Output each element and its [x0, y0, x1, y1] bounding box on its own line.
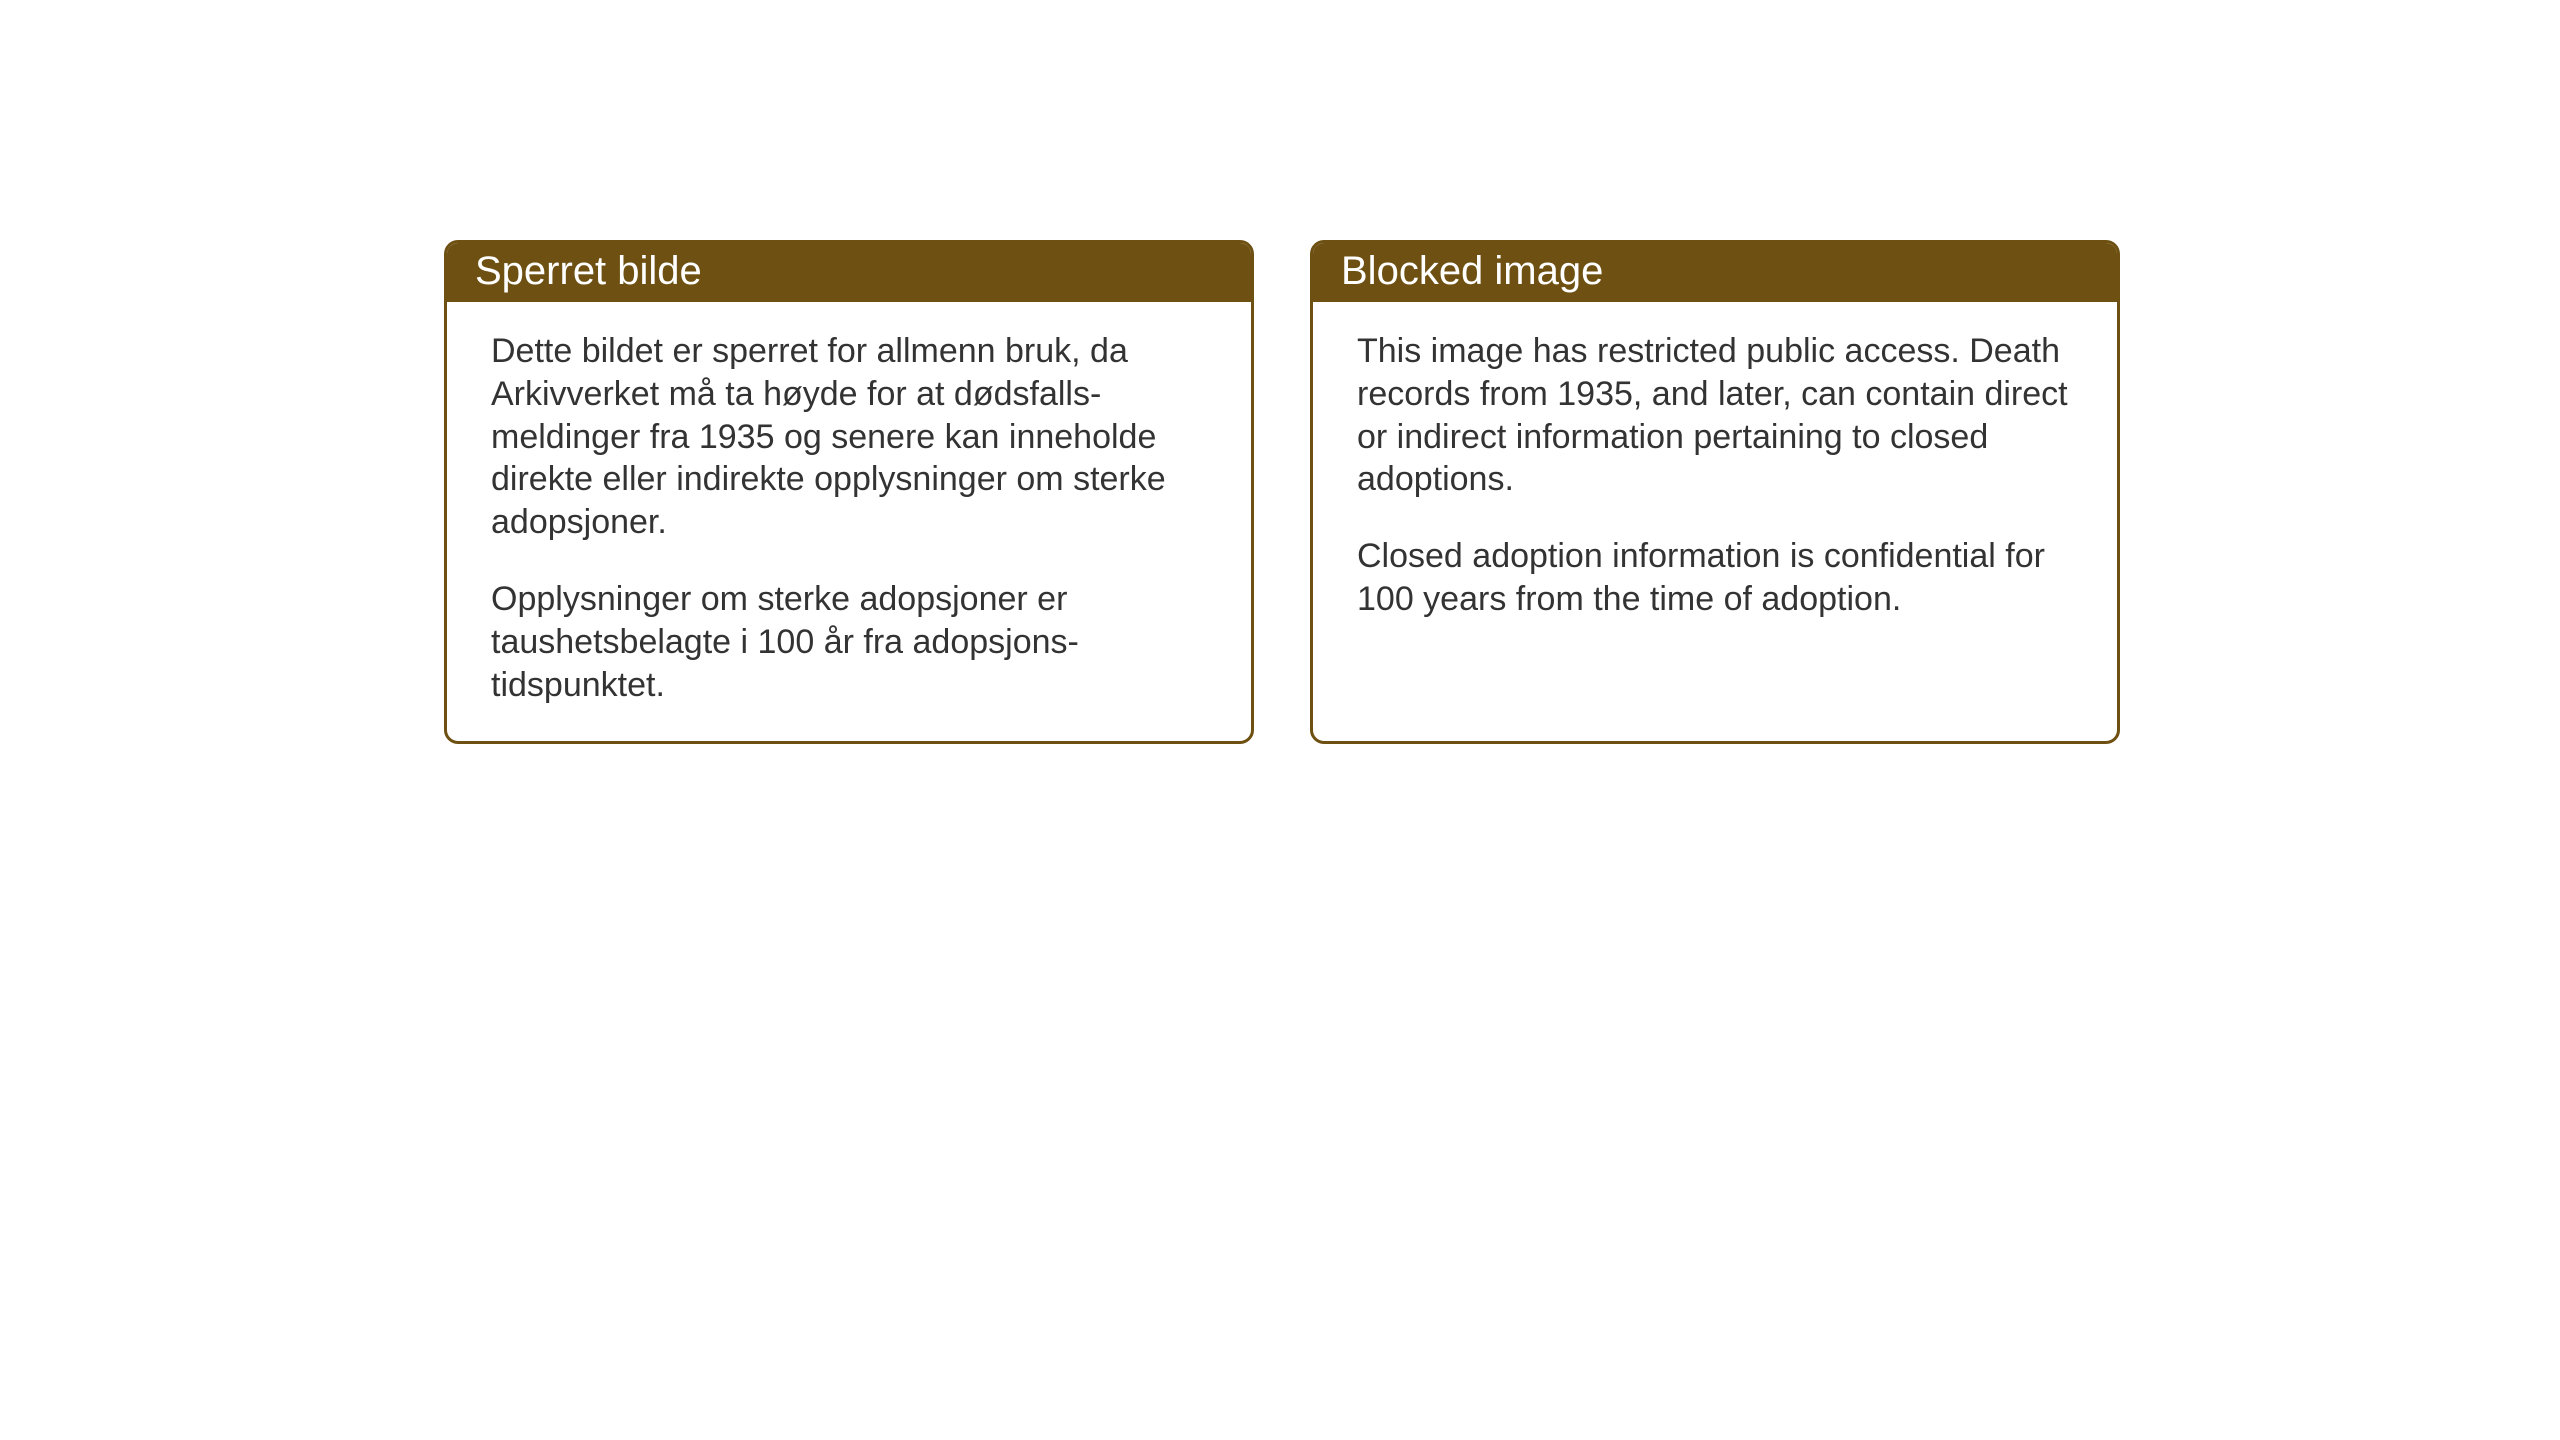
notice-title-norwegian: Sperret bilde [475, 249, 702, 293]
notice-title-english: Blocked image [1341, 249, 1603, 293]
notice-paragraph-1-norwegian: Dette bildet er sperret for allmenn bruk… [491, 330, 1207, 544]
notice-header-english: Blocked image [1313, 243, 2117, 302]
notice-paragraph-1-english: This image has restricted public access.… [1357, 330, 2073, 501]
notice-paragraph-2-english: Closed adoption information is confident… [1357, 535, 2073, 621]
notice-header-norwegian: Sperret bilde [447, 243, 1251, 302]
notice-body-english: This image has restricted public access.… [1313, 302, 2117, 741]
notice-container: Sperret bilde Dette bildet er sperret fo… [444, 240, 2120, 744]
notice-card-norwegian: Sperret bilde Dette bildet er sperret fo… [444, 240, 1254, 744]
notice-body-norwegian: Dette bildet er sperret for allmenn bruk… [447, 302, 1251, 741]
notice-paragraph-2-norwegian: Opplysninger om sterke adopsjoner er tau… [491, 578, 1207, 706]
notice-card-english: Blocked image This image has restricted … [1310, 240, 2120, 744]
